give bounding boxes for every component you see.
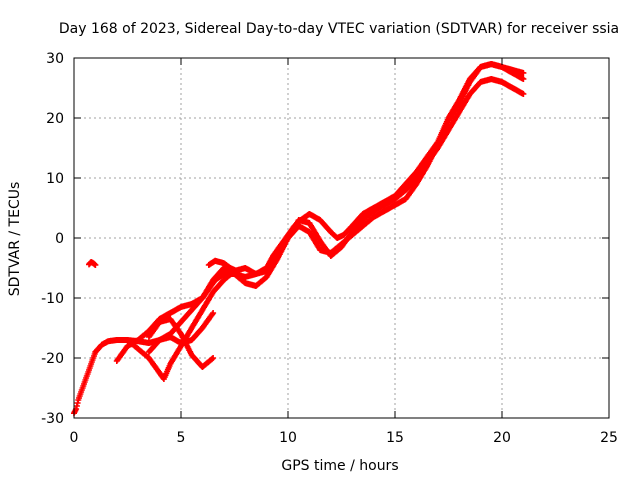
y-tick-label: 30 [46,51,64,67]
tick-labels: 0 5 10 15 20 25 -30 -20 -10 0 10 20 30 [41,51,618,446]
x-tick-label: 5 [177,430,186,446]
x-tick-label: 15 [386,430,404,446]
data-series-markers [145,310,217,355]
data-series-markers [205,257,240,274]
x-tick-label: 10 [279,430,297,446]
y-tick-label: -20 [41,351,64,367]
data-series-markers [86,259,99,268]
y-tick-label: 0 [55,231,64,247]
y-tick-label: -10 [41,291,64,307]
x-tick-label: 0 [70,430,79,446]
y-tick-label: 10 [46,171,64,187]
y-tick-label: -30 [41,411,64,427]
x-axis-label: GPS time / hours [281,458,398,474]
y-tick-label: 20 [46,111,64,127]
y-axis-label: SDTVAR / TECUs [7,182,23,297]
data-layer [71,61,527,417]
tick-marks [73,57,610,419]
data-series-markers [124,61,527,382]
x-tick-label: 25 [600,430,618,446]
chart-title: Day 168 of 2023, Sidereal Day-to-day VTE… [59,21,619,37]
x-tick-label: 20 [493,430,511,446]
